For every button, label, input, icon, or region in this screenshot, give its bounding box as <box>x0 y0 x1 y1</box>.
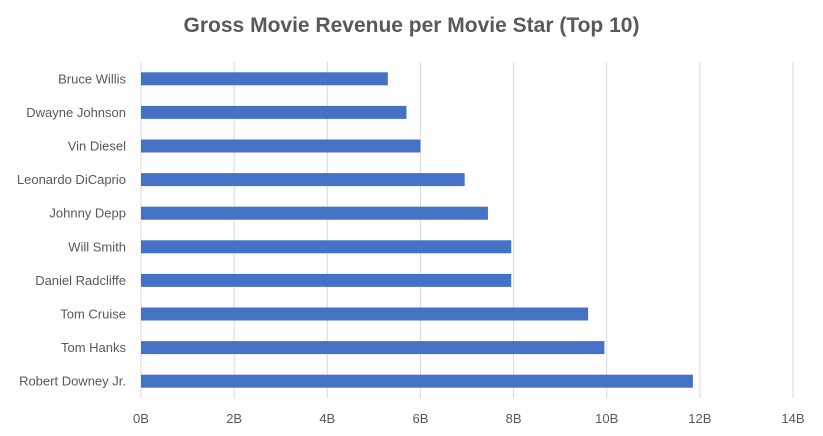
category-label: Tom Cruise <box>60 307 126 322</box>
bar <box>141 206 488 220</box>
category-label: Will Smith <box>68 239 126 254</box>
bar <box>141 105 407 119</box>
bar <box>141 240 512 254</box>
x-tick-label: 10B <box>595 411 618 426</box>
x-tick-label: 4B <box>319 411 335 426</box>
x-tick-label: 12B <box>688 411 711 426</box>
category-label: Vin Diesel <box>68 139 126 154</box>
bar <box>141 273 512 287</box>
bars <box>141 72 693 388</box>
x-tick-label: 0B <box>133 411 149 426</box>
bar <box>141 173 465 187</box>
x-tick-label: 8B <box>506 411 522 426</box>
x-tick-labels: 0B 2B 4B 6B 8B 10B 12B 14B <box>133 411 805 426</box>
chart-title: Gross Movie Revenue per Movie Star (Top … <box>183 14 640 37</box>
x-tick-label: 14B <box>781 411 804 426</box>
x-tick-label: 6B <box>412 411 428 426</box>
category-label: Johnny Depp <box>49 206 126 221</box>
category-label: Leonardo DiCaprio <box>17 172 126 187</box>
bar <box>141 374 693 388</box>
bar <box>141 307 589 321</box>
category-label: Daniel Radcliffe <box>35 273 126 288</box>
bar <box>141 341 605 355</box>
category-label: Dwayne Johnson <box>26 105 126 120</box>
x-tick-label: 2B <box>226 411 242 426</box>
category-label: Robert Downey Jr. <box>19 374 126 389</box>
category-labels: Bruce Willis Dwayne Johnson Vin Diesel Leon… <box>17 71 127 388</box>
bar <box>141 139 421 153</box>
category-label: Tom Hanks <box>61 340 127 355</box>
category-label: Bruce Willis <box>58 71 126 86</box>
bar <box>141 72 388 86</box>
